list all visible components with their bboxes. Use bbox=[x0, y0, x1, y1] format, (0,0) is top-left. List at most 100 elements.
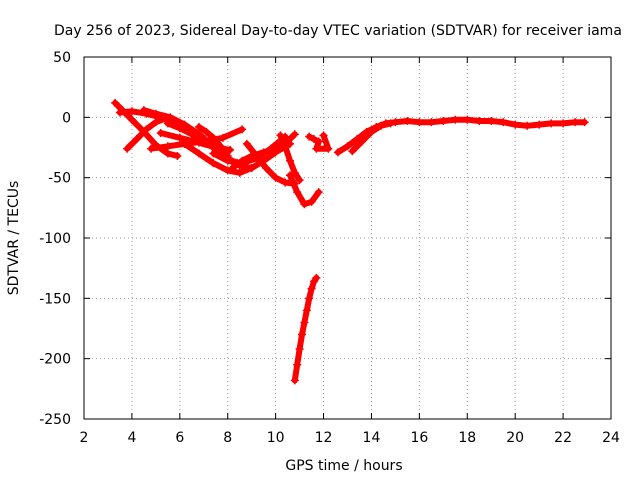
data-point bbox=[305, 294, 314, 303]
data-point bbox=[300, 318, 309, 327]
data-point bbox=[300, 200, 309, 209]
data-point bbox=[302, 306, 311, 315]
series-track-11 bbox=[194, 122, 232, 160]
x-tick-label: 16 bbox=[410, 430, 428, 446]
data-point bbox=[475, 116, 484, 125]
y-tick-label: -150 bbox=[39, 291, 71, 307]
x-tick-label: 8 bbox=[223, 430, 232, 446]
data-point bbox=[259, 148, 268, 157]
grid bbox=[84, 57, 611, 419]
x-tick-label: 22 bbox=[554, 430, 572, 446]
data-point bbox=[580, 118, 589, 127]
data-point bbox=[343, 142, 352, 151]
data-point bbox=[175, 133, 184, 142]
data-point bbox=[511, 120, 520, 129]
data-point bbox=[271, 173, 280, 182]
data-point bbox=[439, 116, 448, 125]
data-point bbox=[487, 116, 496, 125]
series-track-16 bbox=[305, 131, 333, 153]
y-tick-label: 50 bbox=[53, 50, 71, 66]
data-point bbox=[247, 164, 256, 173]
data-point bbox=[142, 125, 151, 134]
data-point bbox=[523, 121, 532, 130]
data-point bbox=[314, 188, 323, 197]
data-point bbox=[348, 147, 357, 156]
data-point bbox=[377, 121, 386, 130]
data-point bbox=[202, 127, 211, 136]
data-point bbox=[290, 130, 299, 139]
series-track-12 bbox=[242, 139, 299, 188]
data-point bbox=[357, 137, 366, 146]
y-tick-label: -250 bbox=[39, 412, 71, 428]
data-point bbox=[499, 118, 508, 127]
data-point bbox=[463, 115, 472, 124]
y-tick-label: 0 bbox=[62, 110, 71, 126]
data-point bbox=[194, 149, 203, 158]
data-point bbox=[156, 129, 165, 138]
chart-title: Day 256 of 2023, Sidereal Day-to-day VTE… bbox=[54, 23, 622, 39]
data-point bbox=[293, 360, 302, 369]
data-point bbox=[271, 144, 280, 153]
x-tick-label: 14 bbox=[363, 430, 381, 446]
data-point bbox=[319, 131, 328, 140]
data-point bbox=[216, 142, 225, 151]
data-point bbox=[151, 118, 160, 127]
data-point bbox=[218, 133, 227, 142]
data-point bbox=[307, 284, 316, 293]
y-tick-label: -50 bbox=[48, 171, 71, 187]
data-point bbox=[209, 159, 218, 168]
data-point bbox=[194, 122, 203, 131]
data-point bbox=[163, 119, 172, 128]
data-point bbox=[262, 164, 271, 173]
data-point bbox=[312, 273, 321, 282]
data-point bbox=[290, 376, 299, 385]
x-tick-label: 2 bbox=[80, 430, 89, 446]
data-point bbox=[223, 166, 232, 175]
data-point bbox=[127, 107, 136, 116]
data-point bbox=[305, 132, 314, 141]
data-point bbox=[353, 135, 362, 144]
data-point bbox=[209, 149, 218, 158]
data-point bbox=[297, 330, 306, 339]
data-point bbox=[252, 151, 261, 160]
data-point bbox=[115, 108, 124, 117]
axis-ticks: 2 4 6 8 10 12 14 16 18 20 22 24500-50-100-150-200-2… bbox=[39, 50, 620, 446]
data-point bbox=[132, 135, 141, 144]
data-point bbox=[163, 149, 172, 158]
data-point bbox=[147, 144, 156, 153]
data-point bbox=[276, 131, 285, 140]
data-point bbox=[175, 124, 184, 133]
data-point bbox=[163, 142, 172, 151]
data-point bbox=[173, 151, 182, 160]
data-point bbox=[127, 115, 136, 124]
data-point bbox=[286, 156, 295, 165]
data-point bbox=[295, 176, 304, 185]
data-point bbox=[324, 144, 333, 153]
data-point bbox=[226, 145, 235, 154]
data-point bbox=[281, 178, 290, 187]
series-track-18 bbox=[348, 119, 395, 156]
data-point bbox=[333, 148, 342, 157]
data-point bbox=[386, 119, 395, 128]
data-point bbox=[427, 118, 436, 127]
data-point bbox=[309, 135, 318, 144]
data-point bbox=[151, 109, 160, 118]
series-track bbox=[291, 274, 320, 384]
x-tick-label: 18 bbox=[458, 430, 476, 446]
x-tick-label: 24 bbox=[602, 430, 620, 446]
data-point bbox=[111, 98, 120, 107]
data-point bbox=[139, 106, 148, 115]
data-point bbox=[451, 115, 460, 124]
data-point bbox=[187, 130, 196, 139]
data-point bbox=[228, 164, 237, 173]
data-point bbox=[547, 119, 556, 128]
data-point bbox=[367, 127, 376, 136]
data-point bbox=[242, 139, 251, 148]
data-point bbox=[293, 188, 302, 197]
data-point bbox=[290, 168, 299, 177]
x-tick-label: 12 bbox=[315, 430, 333, 446]
y-axis-label: SDTVAR / TECUs bbox=[6, 181, 22, 296]
data-point bbox=[238, 156, 247, 165]
data-point bbox=[314, 137, 323, 146]
